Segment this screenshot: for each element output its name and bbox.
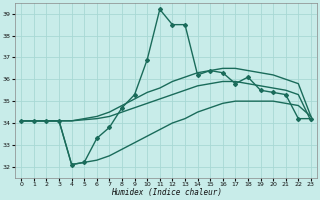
X-axis label: Humidex (Indice chaleur): Humidex (Indice chaleur) <box>111 188 221 197</box>
